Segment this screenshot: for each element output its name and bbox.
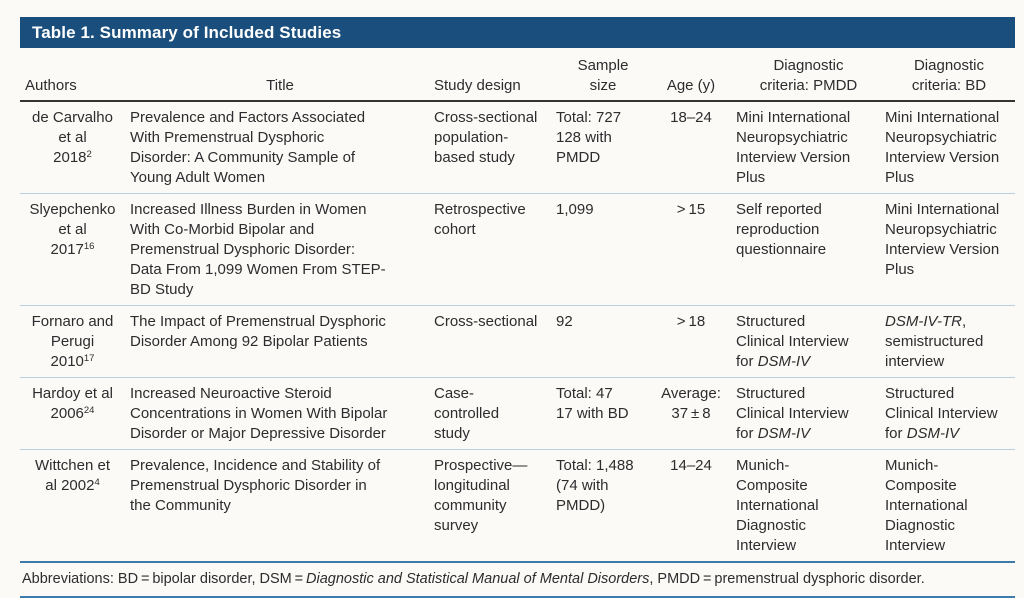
footnote-text: , PMDD = premenstrual dysphoric disorder… (649, 571, 925, 587)
author-year: 2018 (53, 149, 87, 166)
cell-sample-size: Total: 47 17 with BD (556, 385, 629, 422)
dsm-manual-name: DSM-IV (906, 425, 960, 442)
abbreviations-footnote: Abbreviations: BD = bipolar disorder, DS… (20, 561, 1015, 598)
cell-criteria-pmdd: Structured Clinical Interview for DSM-IV (732, 312, 881, 372)
column-header-title: Title (266, 77, 294, 94)
cell-criteria-pmdd: Self reported reproduction questionnaire (736, 201, 827, 258)
cell-age: 18–24 (670, 109, 712, 126)
cell-authors: Hardoy et al 200624 (20, 384, 125, 444)
column-header-study-design: Study design (434, 77, 521, 94)
table-row: Wittchen et al 20024 Prevalence, Inciden… (20, 449, 1015, 561)
table-row: Slyepchenko et al 201716 Increased Illne… (20, 193, 1015, 305)
column-header-criteria-pmdd: Diagnostic criteria: PMDD (759, 57, 858, 94)
dsm-manual-name: Diagnostic and Statistical Manual of Men… (306, 571, 650, 587)
cell-criteria-bd: Mini International Neuropsychiatric Inte… (885, 109, 1000, 186)
column-header-sample-size: Sample size (577, 57, 629, 94)
citation-ref: 16 (83, 241, 95, 252)
column-header-age: Age (y) (666, 77, 716, 94)
cell-criteria-pmdd: Structured Clinical Interview for DSM-IV (732, 384, 881, 444)
criteria-text: Structured Clinical Interview for (736, 313, 849, 370)
cell-authors: Wittchen et al 20024 (20, 456, 125, 556)
author-year: 2017 (50, 241, 84, 258)
cell-study-design: Case- controlled study (434, 385, 500, 442)
criteria-text: Structured Clinical Interview for (736, 385, 849, 442)
table-row: Hardoy et al 200624 Increased Neuroactiv… (20, 377, 1015, 449)
cell-title: Increased Illness Burden in Women With C… (130, 201, 386, 298)
column-header-criteria-bd: Diagnostic criteria: BD (911, 57, 987, 94)
cell-criteria-bd: Structured Clinical Interview for DSM-IV (881, 384, 1013, 444)
dsm-manual-name: DSM-IV (757, 425, 811, 442)
cell-study-design: Retrospective cohort (434, 201, 526, 238)
table-title-bar: Table 1. Summary of Included Studies (20, 17, 1015, 48)
cell-criteria-pmdd: Munich- Composite International Diagnost… (736, 457, 819, 554)
footnote-text: Abbreviations: BD = bipolar disorder, DS… (22, 571, 307, 587)
cell-title: Increased Neuroactive Steroid Concentrat… (130, 385, 388, 442)
table-row: de Carvalho et al 20182 Prevalence and F… (20, 102, 1015, 193)
cell-age: > 18 (676, 313, 706, 330)
criteria-text: Structured Clinical Interview for (885, 385, 998, 442)
cell-age: Average: 37 ± 8 (661, 385, 721, 422)
cell-sample-size: Total: 727 128 with PMDD (556, 109, 622, 166)
cell-sample-size: 1,099 (556, 201, 594, 218)
citation-ref: 4 (94, 477, 100, 488)
cell-criteria-bd: Munich- Composite International Diagnost… (885, 457, 968, 554)
cell-title: The Impact of Premenstrual Dysphoric Dis… (130, 313, 386, 350)
table-title: Table 1. Summary of Included Studies (32, 22, 342, 42)
cell-age: 14–24 (670, 457, 712, 474)
cell-criteria-bd: Mini International Neuropsychiatric Inte… (885, 201, 1000, 278)
summary-table: Authors Title Study design Sample size A… (20, 48, 1015, 598)
author-name: Fornaro and Perugi (31, 313, 114, 350)
cell-study-design: Prospective— longitudinal community surv… (434, 457, 528, 534)
table-header-row: Authors Title Study design Sample size A… (20, 48, 1015, 102)
author-year: 2006 (50, 405, 84, 422)
cell-sample-size: 92 (556, 313, 573, 330)
cell-sample-size: Total: 1,488 (74 with PMDD) (556, 457, 634, 514)
author-name: Slyepchenko et al (29, 201, 116, 238)
cell-study-design: Cross-sectional (434, 313, 538, 330)
author-year: al 2002 (45, 477, 95, 494)
citation-ref: 24 (83, 405, 95, 416)
cell-authors: Slyepchenko et al 201716 (20, 200, 125, 300)
author-name: Wittchen et (34, 457, 111, 474)
table-row: Fornaro and Perugi 201017 The Impact of … (20, 305, 1015, 377)
author-year: 2010 (50, 353, 84, 370)
cell-criteria-pmdd: Mini International Neuropsychiatric Inte… (736, 109, 851, 186)
cell-authors: Fornaro and Perugi 201017 (20, 312, 125, 372)
author-name: de Carvalho et al (32, 109, 113, 146)
criteria-text: , semistructured interview (885, 313, 984, 370)
dsm-manual-name: DSM-IV (757, 353, 811, 370)
column-header-authors: Authors (25, 77, 77, 94)
cell-title: Prevalence, Incidence and Stability of P… (130, 457, 381, 514)
cell-study-design: Cross-sectional population- based study (434, 109, 538, 166)
citation-ref: 2 (86, 149, 92, 160)
cell-criteria-bd: DSM-IV-TR, semistructured interview (881, 312, 1013, 372)
dsm-manual-name: DSM-IV-TR (885, 313, 962, 330)
citation-ref: 17 (83, 353, 95, 364)
author-name: Hardoy et al (32, 385, 113, 402)
cell-authors: de Carvalho et al 20182 (20, 108, 125, 188)
cell-title: Prevalence and Factors Associated With P… (130, 109, 366, 186)
cell-age: > 15 (676, 201, 706, 218)
